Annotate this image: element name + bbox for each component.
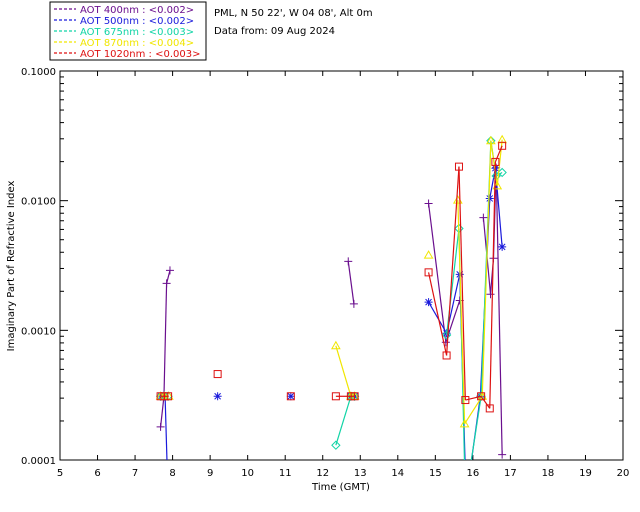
- data-point: [331, 392, 340, 401]
- series-line-segment: [494, 145, 503, 163]
- series-line-segment: [458, 166, 466, 401]
- data-point: [286, 392, 295, 401]
- data-point: [485, 194, 494, 203]
- data-point: [423, 250, 434, 259]
- data-point: [344, 257, 353, 266]
- legend-entry: AOT 500nm : <0.002>: [80, 16, 194, 27]
- series-line-segment: [166, 270, 171, 284]
- data-point: [477, 392, 486, 401]
- x-tick-label: 20: [617, 468, 630, 479]
- data-point: [162, 279, 171, 288]
- data-point: [424, 268, 433, 277]
- series-line-segment: [495, 167, 503, 455]
- series-1: [157, 164, 507, 460]
- y-tick-label: 0.0010: [21, 326, 56, 337]
- date-info: Data from: 09 Aug 2024: [214, 26, 335, 37]
- data-point: [286, 392, 295, 401]
- series-line-segment: [335, 396, 352, 446]
- series-line-segment: [464, 395, 483, 425]
- data-point: [498, 141, 507, 150]
- x-tick-label: 6: [94, 468, 100, 479]
- data-point: [164, 392, 173, 401]
- series-line-segment: [164, 396, 168, 460]
- x-tick-label: 11: [279, 468, 292, 479]
- data-point: [350, 392, 359, 401]
- data-point: [331, 340, 341, 350]
- legend-entry: AOT 870nm : <0.004>: [80, 38, 194, 49]
- data-point: [459, 418, 470, 428]
- legend: AOT 400nm : <0.002>AOT 500nm : <0.002>AO…: [54, 5, 200, 60]
- series-line-segment: [489, 161, 496, 409]
- legend-entry: AOT 1020nm : <0.003>: [80, 49, 200, 60]
- axis-ticks: 5 6 7 8 9 10 11 12 13 14 15 16 17 18 19 20 0.0001 0.0010 0…: [21, 67, 629, 479]
- x-tick-label: 9: [207, 468, 213, 479]
- series-line-segment: [427, 203, 447, 343]
- x-tick-label: 13: [354, 468, 367, 479]
- data-point: [349, 299, 358, 308]
- series-line-segment: [465, 395, 482, 401]
- x-tick-label: 16: [466, 468, 479, 479]
- x-tick-label: 15: [429, 468, 442, 479]
- x-tick-label: 7: [132, 468, 138, 479]
- x-tick-label: 19: [579, 468, 592, 479]
- data-point: [442, 351, 451, 360]
- data-point: [498, 450, 507, 459]
- x-tick-label: 17: [504, 468, 517, 479]
- series-line-segment: [347, 261, 355, 304]
- data-point: [486, 135, 496, 145]
- series-line-segment: [481, 140, 492, 397]
- y-axis-label: Imaginary Part of Refractive Index: [6, 181, 17, 352]
- legend-entry: AOT 675nm : <0.003>: [80, 27, 194, 38]
- data-point: [498, 242, 507, 251]
- y-tick-label: 0.0001: [21, 456, 56, 467]
- series-line-segment: [159, 396, 165, 427]
- data-point: [165, 266, 174, 275]
- x-tick-label: 12: [316, 468, 329, 479]
- data-point: [156, 422, 165, 431]
- data-point: [497, 167, 507, 178]
- data-point: [441, 330, 452, 340]
- data-point: [213, 392, 222, 401]
- series-line-segment: [457, 200, 466, 424]
- data-point: [461, 396, 470, 405]
- legend-entry: AOT 400nm : <0.002>: [80, 5, 194, 16]
- series-0: [156, 163, 507, 459]
- data-point: [331, 440, 341, 450]
- data-point: [479, 213, 488, 222]
- series-line-segment: [470, 396, 482, 460]
- data-point: [486, 290, 495, 299]
- x-tick-label: 18: [542, 468, 555, 479]
- location-info: PML, N 50 22', W 04 08', Alt 0m: [214, 8, 373, 19]
- series-line-segment: [163, 283, 168, 397]
- series-line-segment: [490, 140, 498, 186]
- y-tick-label: 0.0100: [21, 197, 56, 208]
- x-axis-label: Time (GMT): [311, 482, 370, 493]
- series-3: [155, 134, 508, 428]
- data-point: [485, 404, 494, 413]
- x-tick-label: 10: [241, 468, 254, 479]
- series-line-segment: [427, 272, 448, 356]
- series-4: [156, 141, 507, 413]
- series-line-segment: [445, 166, 460, 356]
- x-tick-label: 14: [391, 468, 404, 479]
- y-tick-label: 0.1000: [21, 67, 56, 78]
- data-point: [424, 199, 433, 208]
- data-point: [213, 370, 222, 379]
- data-point: [454, 162, 463, 171]
- x-tick-label: 5: [57, 468, 63, 479]
- series-layer: [155, 134, 508, 460]
- data-point: [491, 157, 500, 166]
- series-line-segment: [495, 171, 503, 177]
- data-point: [424, 298, 433, 307]
- x-tick-label: 8: [169, 468, 175, 479]
- series-line-segment: [480, 395, 491, 409]
- series-line-segment: [335, 345, 352, 397]
- series-line-segment: [428, 301, 448, 334]
- plot-frame: [59, 70, 624, 461]
